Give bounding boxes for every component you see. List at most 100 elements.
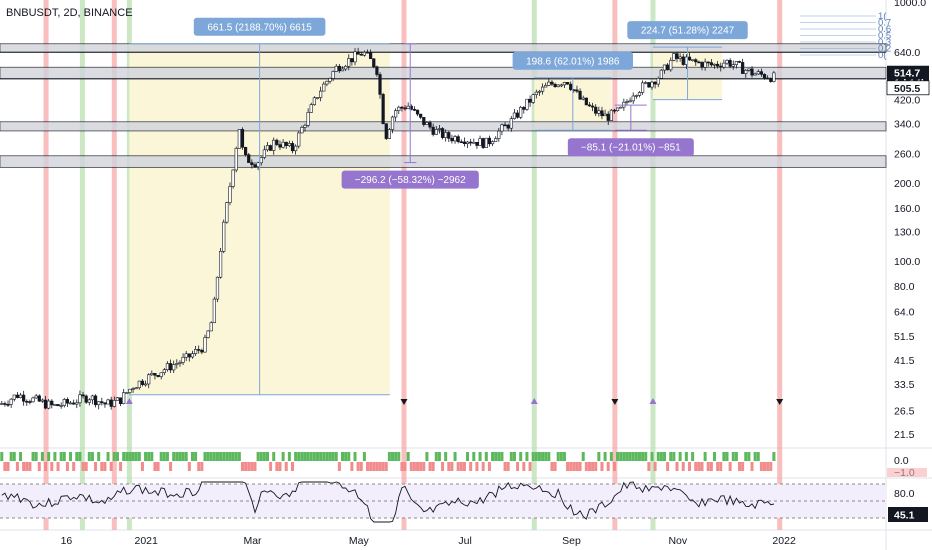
histogram-bar: [253, 462, 257, 471]
time-tick: 16: [61, 535, 73, 547]
candle-down: [153, 372, 157, 376]
histogram-bar: [716, 462, 720, 471]
histogram-bar: [278, 462, 282, 471]
candle-down: [100, 401, 104, 404]
candle-up: [265, 145, 270, 151]
histogram-bar: [622, 452, 626, 461]
sr-band: [0, 43, 887, 53]
histogram-bar: [359, 462, 363, 471]
histogram-bar: [256, 452, 260, 461]
time-axis[interactable]: 16 2021 Mar May Jul Sep Nov 2022: [61, 535, 796, 547]
candle-up: [472, 141, 476, 144]
histogram-bar: [625, 452, 629, 461]
histogram-bar: [103, 462, 107, 471]
candle-up: [625, 101, 629, 103]
measure-tools: 661.5 (2188.70%) 6615 −296.2 (−58.32%) −2…: [129, 17, 748, 396]
histogram-bar: [700, 462, 704, 471]
histogram-bar: [562, 452, 566, 461]
histogram-bar: [675, 462, 679, 471]
candle-up: [703, 61, 707, 68]
histogram-bar: [53, 452, 57, 461]
histogram-bar: [691, 452, 695, 461]
rsi-oscillator: 80.0 45.1: [0, 481, 928, 523]
candle-down: [590, 105, 595, 108]
histogram-bar: [290, 462, 294, 471]
histogram-bar: [644, 452, 648, 461]
price-axis[interactable]: 1000.0 640.0 420.0 340.0 260.0 200.0 160.0 130.…: [886, 0, 930, 441]
histogram-bar: [509, 452, 513, 461]
candle-up: [331, 71, 335, 79]
histogram-bar: [97, 452, 101, 461]
candle-down: [706, 61, 710, 64]
time-tick: Nov: [668, 535, 687, 547]
candle-down: [28, 401, 32, 403]
histogram-bar: [122, 452, 126, 461]
histogram-bar: [697, 462, 701, 471]
candle-down: [515, 112, 520, 118]
down-arrow-icon: [611, 399, 619, 405]
candle-up: [184, 353, 188, 358]
histogram-bar: [566, 462, 570, 471]
histogram-bar: [728, 462, 732, 471]
candle-down: [65, 399, 70, 404]
candle-up: [215, 276, 220, 300]
histogram-bar: [684, 452, 688, 461]
candle-down: [250, 162, 254, 165]
red-signal-line: [612, 0, 618, 530]
rsi-tick: 80.0: [894, 488, 915, 500]
candle-up: [344, 65, 348, 70]
candle-up: [143, 383, 148, 386]
candle-down: [81, 394, 85, 397]
price-tick: 130.0: [894, 227, 920, 239]
candles: [0, 47, 776, 410]
candle-up: [312, 97, 316, 105]
candle-down: [403, 107, 407, 110]
histogram-bar: [556, 452, 560, 461]
histogram-bar: [6, 462, 10, 471]
histogram-bar: [553, 462, 557, 471]
candle-down: [462, 141, 467, 144]
candle-down: [372, 58, 376, 68]
time-tick: 2022: [772, 535, 796, 547]
histogram-bar: [387, 452, 391, 461]
candle-up: [644, 82, 648, 84]
histogram-bar: [94, 462, 98, 471]
histogram-bar: [469, 462, 473, 471]
histogram-value-bg: [887, 468, 927, 477]
histogram-bar: [287, 452, 291, 461]
candle-up: [175, 363, 179, 365]
histogram-bar: [334, 452, 338, 461]
candle-down: [469, 141, 473, 144]
candle-up: [453, 136, 457, 142]
histogram-bar: [672, 452, 676, 461]
candle-down: [244, 146, 248, 155]
histogram-bar: [165, 452, 169, 461]
candle-down: [381, 94, 385, 125]
histogram-bar: [384, 462, 388, 471]
candle-down: [647, 82, 651, 88]
candle-up: [691, 59, 695, 61]
candle-up: [603, 113, 607, 117]
measure-label: 198.6 (62.01%) 1986: [526, 56, 620, 67]
candle-down: [759, 71, 763, 75]
candle-down: [766, 77, 770, 80]
histogram-bar: [84, 462, 88, 471]
histogram-bar: [172, 452, 176, 461]
candle-up: [272, 139, 276, 151]
fib-label: 0.7: [878, 18, 891, 29]
candle-up: [525, 98, 529, 110]
histogram-bar: [347, 452, 351, 461]
candle-up: [218, 251, 223, 278]
red-signal-line: [401, 0, 407, 530]
histogram-bar: [612, 462, 616, 471]
histogram-bar: [106, 452, 110, 461]
histogram-bar: [40, 452, 44, 461]
candle-up: [125, 392, 129, 394]
candle-down: [553, 83, 557, 88]
histogram-bar: [681, 462, 685, 471]
candle-up: [406, 105, 410, 110]
histogram-bar: [247, 462, 251, 471]
candle-down: [447, 132, 451, 139]
histogram-bar: [65, 462, 69, 471]
